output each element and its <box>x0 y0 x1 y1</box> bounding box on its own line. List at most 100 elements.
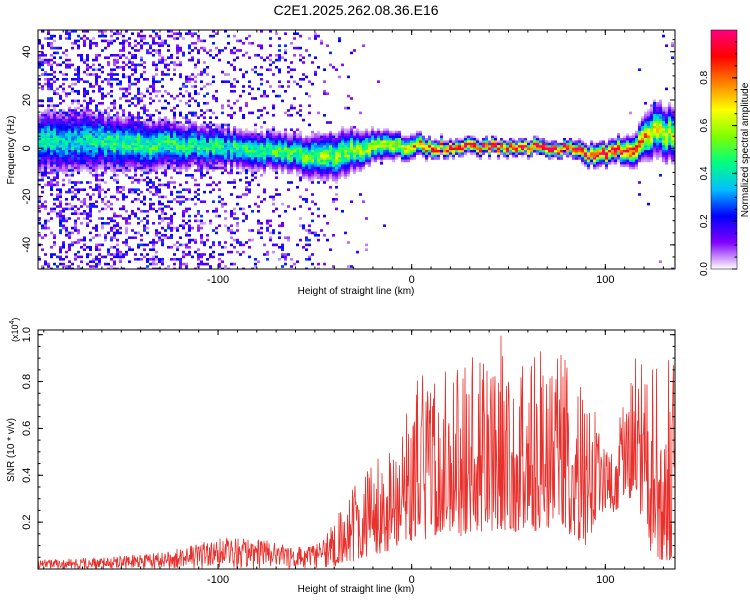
heatmap-cell <box>236 135 239 139</box>
heatmap-cell <box>320 42 323 45</box>
heatmap-cell <box>44 61 47 64</box>
heatmap-cell <box>116 181 119 184</box>
heatmap-cell <box>308 123 311 127</box>
heatmap-cell <box>338 145 341 148</box>
heatmap-cell <box>128 51 131 55</box>
heatmap-cell <box>344 130 347 134</box>
heatmap-cell <box>158 238 161 242</box>
heatmap-cell <box>260 82 263 86</box>
heatmap-cell <box>155 34 158 38</box>
heatmap-cell <box>98 140 101 143</box>
heatmap-cell <box>59 46 62 50</box>
heatmap-cell <box>194 114 197 117</box>
heatmap-cell <box>116 152 119 155</box>
heatmap-cell <box>287 166 290 170</box>
heatmap-cell <box>155 68 158 71</box>
heatmap-cell <box>74 154 77 158</box>
heatmap-cell <box>164 164 167 167</box>
heatmap-cell <box>68 157 71 160</box>
heatmap-cell <box>158 166 161 170</box>
heatmap-cell <box>44 142 47 146</box>
heatmap-cell <box>287 162 290 165</box>
heatmap-cell <box>116 78 119 81</box>
heatmap-cell <box>155 90 158 93</box>
heatmap-cell <box>113 236 116 239</box>
heatmap-cell <box>248 255 251 259</box>
heatmap-cell <box>59 145 62 148</box>
heatmap-cell <box>56 118 59 122</box>
heatmap-cell <box>89 231 92 235</box>
heatmap-cell <box>314 142 317 146</box>
heatmap-cell <box>152 78 155 81</box>
heatmap-cell <box>539 152 542 155</box>
heatmap-cell <box>152 42 155 45</box>
heatmap-cell <box>137 42 140 45</box>
heatmap-cell <box>173 243 176 247</box>
heatmap-cell <box>245 135 248 139</box>
heatmap-cell <box>137 118 140 122</box>
heatmap-cell <box>80 238 83 242</box>
heatmap-cell <box>161 138 164 141</box>
heatmap-cell <box>551 142 554 146</box>
heatmap-cell <box>437 145 440 148</box>
heatmap-cell <box>305 145 308 148</box>
heatmap-cell <box>473 150 476 153</box>
heatmap-cell <box>545 150 548 153</box>
heatmap-cell <box>434 147 437 151</box>
heatmap-cell <box>95 58 98 62</box>
heatmap-cell <box>98 111 101 115</box>
heatmap-cell <box>311 140 314 143</box>
heatmap-cell <box>152 87 155 91</box>
heatmap-cell <box>359 138 362 141</box>
heatmap-cell <box>305 152 308 155</box>
heatmap-cell <box>41 150 44 153</box>
heatmap-cell <box>377 135 380 139</box>
heatmap-cell <box>197 138 200 141</box>
heatmap-cell <box>113 135 116 139</box>
heatmap-cell <box>212 142 215 146</box>
heatmap-cell <box>224 166 227 170</box>
heatmap-cell <box>68 138 71 141</box>
heatmap-cell <box>146 265 149 268</box>
heatmap-cell <box>323 152 326 155</box>
heatmap-cell <box>113 61 116 64</box>
heatmap-cell <box>299 34 302 38</box>
heatmap-cell <box>485 150 488 153</box>
heatmap-cell <box>59 164 62 167</box>
heatmap-cell <box>173 68 176 71</box>
heatmap-cell <box>38 54 41 57</box>
heatmap-cell <box>44 152 47 155</box>
heatmap-cell <box>278 214 281 218</box>
heatmap-cell <box>104 133 107 136</box>
heatmap-cell <box>419 142 422 146</box>
heatmap-cell <box>188 246 191 249</box>
heatmap-cell <box>587 152 590 155</box>
heatmap-cell <box>584 154 587 158</box>
heatmap-cell <box>281 159 284 163</box>
heatmap-cell <box>182 133 185 136</box>
heatmap-cell <box>191 123 194 127</box>
heatmap-cell <box>158 159 161 163</box>
heatmap-cell <box>308 145 311 148</box>
heatmap-cell <box>323 176 326 179</box>
heatmap-cell <box>140 44 143 47</box>
heatmap-cell <box>107 253 110 256</box>
heatmap-cell <box>305 166 308 170</box>
heatmap-cell <box>281 255 284 259</box>
heatmap-cell <box>137 145 140 148</box>
heatmap-cell <box>350 97 353 100</box>
heatmap-cell <box>125 159 128 163</box>
heatmap-cell <box>77 238 80 242</box>
heatmap-cell <box>257 140 260 143</box>
heatmap-cell <box>71 90 74 93</box>
heatmap-cell <box>254 138 257 141</box>
heatmap-cell <box>134 174 137 177</box>
heatmap-cell <box>44 130 47 134</box>
heatmap-cell <box>479 157 482 160</box>
heatmap-cell <box>236 56 239 59</box>
heatmap-cell <box>242 145 245 148</box>
heatmap-cell <box>149 130 152 134</box>
heatmap-cell <box>158 37 161 40</box>
heatmap-cell <box>260 226 263 230</box>
heatmap-cell <box>92 169 95 172</box>
